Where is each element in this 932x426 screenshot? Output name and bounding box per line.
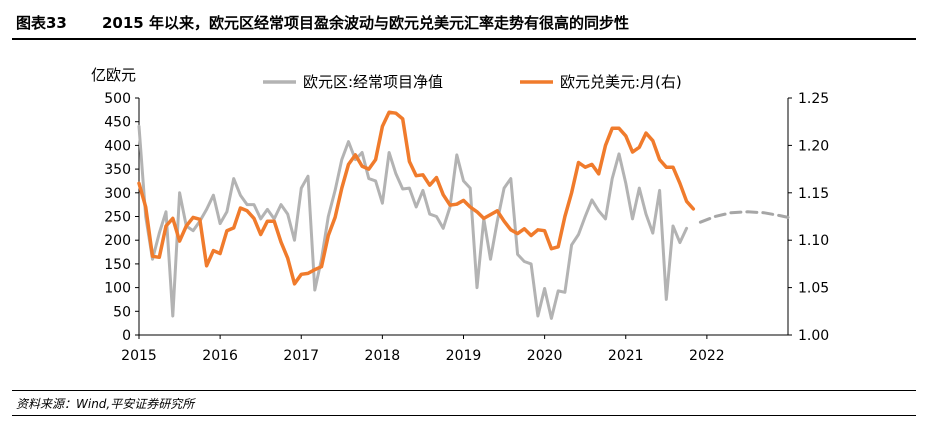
left-tick-label: 250 <box>104 210 131 226</box>
left-tick-label: 450 <box>104 115 131 131</box>
legend-label-current-account: 欧元区:经常项目净值 <box>303 73 443 91</box>
left-tick-label: 0 <box>122 328 131 344</box>
source-note: 资料来源：Wind,平安证券研究所 <box>16 397 195 411</box>
left-axis-unit: 亿欧元 <box>91 66 136 84</box>
x-tick-label: 2015 <box>121 348 157 364</box>
figure-label: 图表33 <box>16 14 67 32</box>
right-tick-label: 1.10 <box>798 233 829 249</box>
left-tick-label: 350 <box>104 162 131 178</box>
left-tick-label: 100 <box>104 281 131 297</box>
x-tick-label: 2020 <box>527 348 563 364</box>
left-tick-label: 400 <box>104 138 131 154</box>
current-account-line <box>137 124 689 320</box>
left-tick-label: 50 <box>113 304 131 320</box>
source-bar: 资料来源：Wind,平安证券研究所 <box>12 390 916 416</box>
right-tick-label: 1.15 <box>798 186 829 202</box>
x-tick-label: 2021 <box>608 348 644 364</box>
figure-title: 2015 年以来，欧元区经常项目盈余波动与欧元兑美元汇率走势有很高的同步性 <box>102 14 629 32</box>
right-tick-label: 1.20 <box>798 138 829 154</box>
x-tick-label: 2022 <box>689 348 725 364</box>
right-tick-label: 1.00 <box>798 328 829 344</box>
right-tick-label: 1.05 <box>798 281 829 297</box>
eurusd-line <box>137 110 696 286</box>
x-tick-label: 2016 <box>202 348 238 364</box>
forecast-dashed-line <box>698 210 790 224</box>
x-tick-label: 2017 <box>283 348 319 364</box>
figure-title-bar: 图表33 2015 年以来，欧元区经常项目盈余波动与欧元兑美元汇率走势有很高的同… <box>12 6 916 40</box>
right-tick-label: 1.25 <box>798 91 829 107</box>
legend-label-eurusd: 欧元兑美元:月(右) <box>560 73 682 91</box>
left-tick-label: 500 <box>104 91 131 107</box>
left-tick-label: 200 <box>104 233 131 249</box>
left-tick-label: 300 <box>104 186 131 202</box>
left-tick-label: 150 <box>104 257 131 273</box>
x-tick-label: 2019 <box>446 348 482 364</box>
x-tick-label: 2018 <box>365 348 401 364</box>
